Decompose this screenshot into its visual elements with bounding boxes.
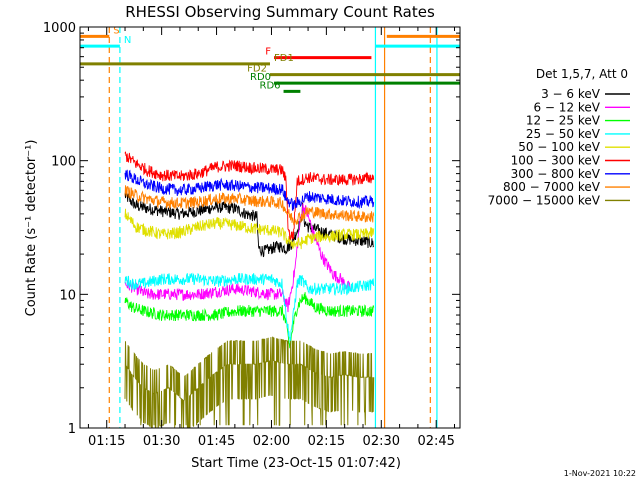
- legend-label-7: 800 − 7000 keV: [503, 180, 601, 194]
- chart-title: RHESSI Observing Summary Count Rates: [125, 3, 435, 21]
- footer-date: 1-Nov-2021 10:22: [564, 469, 636, 478]
- flag-label-rd0: RD0: [250, 72, 271, 83]
- legend-title: Det 1,5,7, Att 0: [536, 67, 628, 81]
- flag-label-fd2: FD2: [247, 64, 267, 75]
- series-line-6: [124, 169, 375, 211]
- x-tick-label: 01:45: [198, 434, 235, 449]
- flag-label-n: N: [124, 35, 131, 46]
- legend-label-1: 6 − 12 keV: [533, 100, 600, 114]
- legend-label-2: 12 − 25 keV: [526, 114, 601, 128]
- y-tick-label: 1: [68, 422, 76, 437]
- series-line-5: [124, 151, 375, 241]
- series-line-4: [124, 208, 375, 250]
- series-line-2: [124, 292, 375, 349]
- plot-frame: [79, 26, 461, 429]
- legend-label-8: 7000 − 15000 keV: [488, 193, 601, 207]
- x-tick-label: 02:15: [308, 434, 345, 449]
- flag-label-rd6: RD6: [260, 80, 281, 91]
- y-tick-label: 100: [51, 155, 76, 170]
- legend-label-5: 100 − 300 keV: [511, 154, 601, 168]
- y-axis-label: Count Rate (s⁻¹ detector⁻¹): [24, 140, 39, 317]
- x-tick-label: 02:00: [253, 434, 290, 449]
- series-line-8: [124, 336, 375, 429]
- axes: 1 10 100 1000 01:15 01:30 01:45 02:00 02:15 02:30…: [24, 21, 460, 449]
- series-line-3: [124, 272, 375, 344]
- x-axis-label: Start Time (23-Oct-15 01:07:42): [191, 456, 401, 471]
- series-line-7: [124, 185, 375, 226]
- x-tick-label: 02:45: [417, 434, 454, 449]
- flag-label-s: S: [113, 25, 119, 36]
- y-tick-label: 10: [59, 288, 76, 303]
- legend-label-0: 3 − 6 keV: [541, 87, 601, 101]
- legend-label-3: 25 − 50 keV: [526, 127, 601, 141]
- y-tick-label: 1000: [43, 21, 76, 36]
- flag-label-f: F: [265, 47, 271, 58]
- series-line-1: [124, 203, 351, 313]
- x-tick-label: 01:15: [88, 434, 125, 449]
- x-tick-label: 02:30: [363, 434, 400, 449]
- flag-label-fd1: FD1: [274, 53, 294, 64]
- x-tick-label: 01:30: [143, 434, 180, 449]
- legend-label-6: 300 − 800 keV: [511, 167, 601, 181]
- legend-label-4: 50 − 100 keV: [518, 140, 601, 154]
